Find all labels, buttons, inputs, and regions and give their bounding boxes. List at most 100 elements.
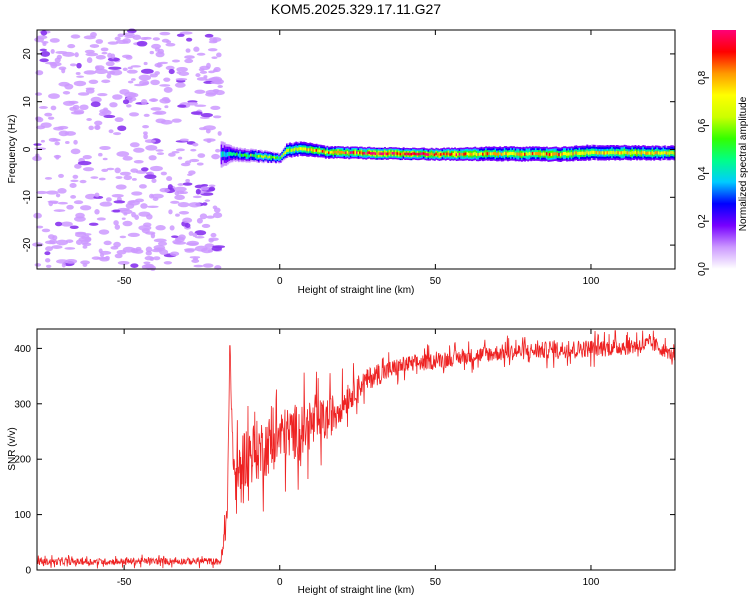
signal-cell <box>220 151 223 158</box>
noise-blob <box>144 255 154 261</box>
signal-cell <box>667 151 670 155</box>
noise-blob <box>98 152 103 157</box>
noise-blob <box>67 43 76 49</box>
noise-blob <box>159 249 169 255</box>
signal-cell <box>292 148 295 152</box>
signal-cell <box>380 152 383 156</box>
noise-blob <box>122 99 130 105</box>
signal-cell <box>296 147 299 151</box>
noise-blob <box>98 177 106 181</box>
signal-cell <box>362 152 365 155</box>
signal-cell <box>237 153 240 157</box>
snr-panel: -50 0 50 100 0 100 200 300 400 Height of straig… <box>7 328 676 596</box>
noise-blob <box>99 201 113 207</box>
signal-cell <box>317 149 320 153</box>
signal-cell <box>254 154 257 157</box>
noise-blob <box>142 125 149 129</box>
noise-blob <box>40 122 52 128</box>
noise-blob <box>138 184 147 189</box>
noise-blob <box>200 186 209 191</box>
signal-cell <box>545 152 548 156</box>
noise-blob <box>114 167 121 174</box>
signal-cell <box>405 152 408 156</box>
y-tick-label: 100 <box>14 510 31 521</box>
noise-blob <box>202 263 214 268</box>
noise-blob <box>69 225 79 230</box>
noise-blob <box>169 251 180 257</box>
signal-cell <box>662 151 665 155</box>
signal-cell <box>313 149 316 153</box>
x-tick-label: 50 <box>430 577 442 588</box>
signal-cell <box>337 150 340 154</box>
noise-blob <box>176 71 181 74</box>
signal-cell <box>502 152 505 156</box>
signal-cell <box>366 151 369 155</box>
noise-blob <box>150 107 162 111</box>
signal-cell <box>341 151 344 154</box>
signal-cell <box>334 150 337 154</box>
noise-blob <box>209 186 216 192</box>
signal-cell <box>225 152 228 158</box>
signal-cell <box>587 151 590 155</box>
colorbar-label: Normalized spectral amplitude <box>738 96 749 231</box>
noise-blob <box>148 155 157 161</box>
signal-cell <box>407 152 410 156</box>
noise-blob <box>152 111 163 115</box>
spectrogram-y-label: Frequency (Hz) <box>7 115 18 184</box>
signal-cell <box>561 152 564 156</box>
signal-cell <box>359 151 362 154</box>
noise-blob <box>151 178 157 184</box>
signal-cell <box>270 156 273 159</box>
noise-blob <box>39 58 49 63</box>
signal-cell <box>589 151 592 155</box>
signal-cell <box>553 152 556 156</box>
noise-blob <box>157 241 168 246</box>
signal-cell <box>368 151 371 154</box>
noise-blob <box>171 59 181 63</box>
signal-cell <box>382 152 385 156</box>
noise-blob <box>143 113 150 117</box>
signal-cell <box>612 150 615 155</box>
colorbar-tick-label: 0.2 <box>697 214 708 228</box>
signal-cell <box>542 152 545 156</box>
signal-cell <box>625 150 628 155</box>
noise-blob <box>149 73 158 78</box>
signal-cell <box>363 151 366 155</box>
signal-cell <box>243 153 246 157</box>
signal-cell <box>454 152 456 156</box>
signal-cell <box>530 152 533 156</box>
noise-blob <box>161 96 170 102</box>
signal-cell <box>374 152 377 156</box>
signal-cell <box>522 152 525 156</box>
noise-blob <box>143 36 152 40</box>
signal-cell <box>629 151 632 155</box>
noise-blob <box>88 79 99 85</box>
signal-cell <box>410 152 413 156</box>
noise-blob <box>167 184 173 190</box>
signal-cell <box>267 156 270 159</box>
noise-blob <box>112 209 121 213</box>
signal-cell <box>327 151 330 155</box>
noise-blob <box>99 145 111 150</box>
signal-cell <box>575 151 578 155</box>
noise-blob <box>185 48 191 53</box>
colorbar-ticks: 0.0 0.2 0.4 0.6 0.8 <box>697 70 709 276</box>
signal-cell <box>520 152 523 157</box>
signal-cell <box>471 152 474 156</box>
noise-blob <box>61 262 66 268</box>
noise-blob <box>159 61 168 65</box>
signal-cell <box>500 152 503 156</box>
noise-blob <box>97 92 108 97</box>
noise-blob <box>44 112 53 117</box>
signal-cell <box>525 152 528 156</box>
noise-blob <box>108 66 122 70</box>
signal-cell <box>510 151 513 155</box>
noise-blob <box>57 188 67 194</box>
x-tick-label: -50 <box>117 276 132 287</box>
noise-blob <box>56 239 69 246</box>
noise-blob <box>177 156 183 160</box>
signal-cell <box>275 156 278 160</box>
noise-blob <box>132 34 142 40</box>
noise-blob <box>44 176 53 180</box>
noise-blob <box>76 62 82 69</box>
